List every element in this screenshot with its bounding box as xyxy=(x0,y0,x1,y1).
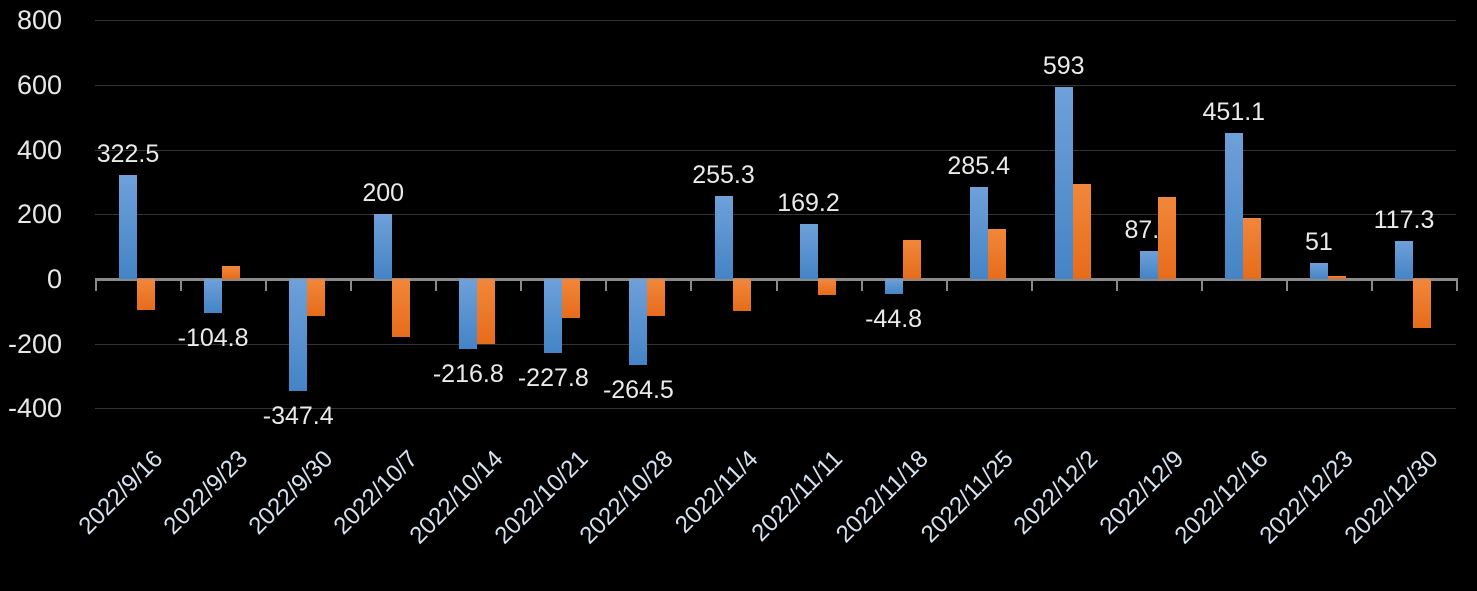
bar-orange xyxy=(817,279,836,296)
data-label: -44.8 xyxy=(865,304,923,333)
data-label: 200 xyxy=(362,179,405,208)
bar-orange xyxy=(137,279,155,310)
x-axis-tick xyxy=(1285,280,1288,291)
x-axis-tick xyxy=(350,280,353,291)
x-axis-tick xyxy=(1456,280,1458,291)
x-axis-tick xyxy=(945,280,948,291)
bar-blue xyxy=(1224,133,1243,279)
x-axis-tick xyxy=(1370,280,1373,291)
y-gridline xyxy=(95,408,1456,410)
y-gridline xyxy=(95,20,1456,22)
data-label: 117.3 xyxy=(1373,206,1435,235)
bar-blue xyxy=(119,174,137,279)
y-axis-tick-label: 0 xyxy=(46,264,62,294)
x-axis-tick xyxy=(1200,280,1203,291)
y-axis-tick-label: 400 xyxy=(16,134,62,165)
bar-orange xyxy=(307,279,326,317)
data-label: 451.1 xyxy=(1202,98,1266,127)
data-label: 322.5 xyxy=(96,139,160,168)
x-axis-tick xyxy=(775,280,778,291)
x-axis-label: 2022/11/25 xyxy=(915,445,1019,549)
bar-blue xyxy=(1054,87,1073,279)
bar-blue xyxy=(629,279,648,365)
bar-blue xyxy=(1395,241,1413,279)
x-axis-tick xyxy=(95,280,97,291)
bar-orange xyxy=(647,279,666,317)
bar-blue xyxy=(1139,250,1158,279)
bar-orange xyxy=(1157,196,1176,279)
y-gridline xyxy=(95,214,1456,216)
data-label: 169.2 xyxy=(777,189,840,218)
x-axis-label: 2022/9/16 xyxy=(73,445,168,540)
data-label: -104.8 xyxy=(177,323,249,352)
bar-blue xyxy=(799,224,818,279)
bar-blue xyxy=(374,214,393,279)
bar-orange xyxy=(1413,279,1431,328)
bar-orange xyxy=(222,266,241,279)
data-label: -347.4 xyxy=(262,402,334,431)
x-axis-tick xyxy=(1115,280,1118,291)
x-axis-tick xyxy=(180,280,183,291)
x-axis-tick xyxy=(605,280,608,291)
bar-blue xyxy=(884,279,903,294)
data-label: 593 xyxy=(1042,52,1085,81)
bar-blue xyxy=(1309,262,1328,279)
bar-orange xyxy=(1072,183,1091,279)
bar-blue xyxy=(544,279,563,353)
x-axis-label: 2022/9/23 xyxy=(158,445,253,540)
x-axis-label: 2022/11/18 xyxy=(830,445,934,549)
bar-blue xyxy=(204,279,223,313)
bar-orange xyxy=(987,228,1006,279)
x-axis-label: 2022/12/2 xyxy=(1008,445,1104,540)
y-axis-tick-label: 200 xyxy=(16,199,62,230)
bar-blue xyxy=(289,279,308,392)
x-axis-tick xyxy=(520,280,523,291)
bar-blue xyxy=(714,196,733,279)
y-axis-tick-label: 800 xyxy=(16,5,62,36)
bar-orange xyxy=(732,279,751,312)
bar-orange xyxy=(1327,275,1346,279)
data-label: -227.8 xyxy=(517,363,589,392)
x-axis-tick xyxy=(860,280,863,291)
x-axis-line xyxy=(95,278,1458,281)
bar-blue xyxy=(969,186,988,279)
data-label: -264.5 xyxy=(602,375,674,404)
y-gridline xyxy=(95,149,1456,151)
y-gridline xyxy=(95,84,1456,86)
data-label: 51 xyxy=(1304,227,1333,256)
bar-orange xyxy=(1242,217,1261,279)
y-axis-tick-label: -200 xyxy=(7,328,62,359)
x-axis-tick xyxy=(1030,280,1033,291)
bar-orange xyxy=(477,279,496,344)
x-axis-label: 2022/9/30 xyxy=(243,445,339,540)
y-axis-tick-label: 600 xyxy=(16,69,62,100)
data-label: 255.3 xyxy=(692,161,755,190)
bar-blue xyxy=(459,279,478,350)
x-axis-tick xyxy=(690,280,693,291)
bar-orange xyxy=(902,240,921,279)
data-label: 285.4 xyxy=(947,151,1010,180)
y-axis-tick-label: -400 xyxy=(7,393,62,424)
x-axis-tick xyxy=(265,280,268,291)
bar-orange xyxy=(392,279,411,338)
y-gridline xyxy=(95,343,1456,345)
bar-orange xyxy=(562,279,581,318)
data-label: -216.8 xyxy=(432,360,504,389)
x-axis-tick xyxy=(435,280,438,291)
